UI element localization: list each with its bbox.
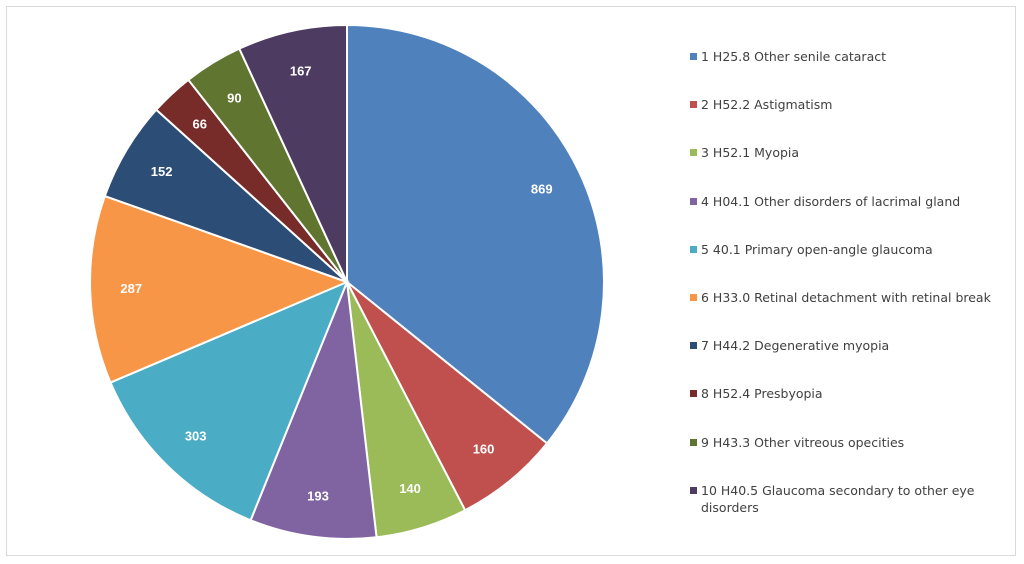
- pie-slice-5: [109, 280, 349, 522]
- legend-label: 6 H33.0 Retinal detachment with retinal …: [701, 290, 991, 305]
- legend-item-7: 7 H44.2 Degenerative myopia: [690, 337, 1001, 354]
- legend-swatch: [690, 197, 697, 205]
- data-label-7: 152: [151, 164, 173, 179]
- legend-swatch: [690, 294, 697, 301]
- legend-item-5: 5 40.1 Primary open-angle glaucoma: [690, 241, 1001, 258]
- legend-label: 7 H44.2 Degenerative myopia: [701, 338, 890, 354]
- pie-slice-10: [237, 23, 348, 283]
- legend-item-9: 9 H43.3 Other vitreous opecities: [690, 434, 1001, 451]
- legend-swatch: [690, 101, 697, 109]
- legend-item-8: 8 H52.4 Presbyopia: [690, 385, 1001, 402]
- legend-label: 5 40.1 Primary open-angle glaucoma: [701, 241, 933, 257]
- legend-swatch: [690, 438, 697, 446]
- data-label-9: 90: [227, 90, 241, 105]
- legend-label: 9 H43.3 Other vitreous opecities: [701, 434, 905, 450]
- legend-item-6: 6 H33.0 Retinal detachment with retinal …: [690, 289, 1001, 306]
- pie-data-labels: 869 160 140 193 303 287 152 66 90 167: [120, 64, 552, 504]
- legend-item-1: 1 H25.8 Other senile cataract: [690, 48, 1001, 65]
- legend-item-10: 10 H40.5 Glaucoma secondary to other eye…: [690, 482, 1001, 516]
- legend-swatch: [690, 342, 697, 350]
- legend-label: 2 H52.2 Astigmatism: [701, 97, 833, 113]
- legend-swatch: [690, 390, 697, 398]
- data-label-8: 66: [192, 117, 206, 132]
- data-label-2: 160: [473, 442, 495, 457]
- data-label-4: 193: [307, 488, 329, 503]
- legend-item-2: 2 H52.2 Astigmatism: [690, 96, 1001, 113]
- legend-label: 3 H52.1 Myopia: [701, 145, 800, 161]
- data-label-6: 287: [120, 281, 142, 296]
- data-label-5: 303: [185, 428, 207, 443]
- data-label-1: 869: [531, 181, 553, 196]
- legend-swatch: [690, 486, 697, 494]
- legend-label: 1 H25.8 Other senile cataract: [701, 49, 886, 64]
- legend-swatch: [690, 149, 697, 157]
- data-label-3: 140: [399, 481, 421, 496]
- legend-swatch: [690, 245, 697, 253]
- legend-swatch: [690, 53, 697, 60]
- pie-slice-1: [346, 23, 605, 445]
- pie-slices: [89, 23, 605, 540]
- pie-slice-4: [249, 281, 378, 540]
- legend-item-3: 3 H52.1 Myopia: [690, 144, 1001, 161]
- legend-item-4: 4 H04.1 Other disorders of lacrimal glan…: [690, 193, 1001, 210]
- data-label-10: 167: [290, 64, 312, 79]
- legend-label: 4 H04.1 Other disorders of lacrimal glan…: [701, 193, 961, 209]
- legend-label: 10 H40.5 Glaucoma secondary to other eye…: [701, 482, 975, 515]
- legend-label: 8 H52.4 Presbyopia: [701, 386, 823, 402]
- pie-slice-6: [89, 194, 350, 384]
